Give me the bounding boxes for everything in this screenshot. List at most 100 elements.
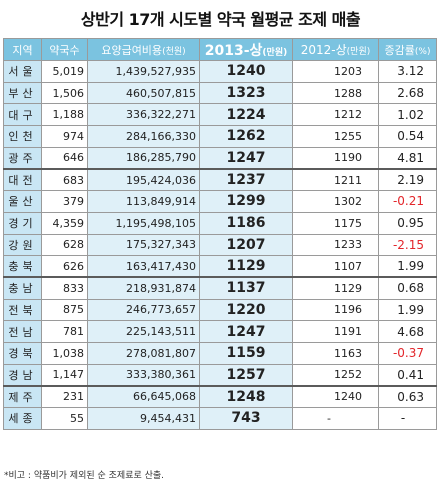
cell-change: 0.95 (378, 211, 437, 235)
cell-region: 대구 (3, 103, 42, 127)
cell-benefit: 186,285,790 (87, 146, 200, 170)
cell-pharmacies: 231 (41, 384, 88, 408)
cell-change: 2.68 (378, 81, 437, 105)
cell-2012: 1163 (292, 341, 379, 365)
footnote: *비고 : 약품비가 제외된 순 조제료로 산출. (4, 471, 165, 481)
cell-2013: 1262 (199, 125, 293, 148)
cell-benefit: 284,166,330 (87, 125, 200, 148)
table-row: 경북 1,038 278,081,807 1159 1163 -0.37 (3, 341, 437, 365)
cell-2012: 1190 (292, 146, 379, 170)
cell-2013: 1237 (199, 167, 293, 192)
cell-2013: 1224 (199, 103, 293, 127)
cell-region: 경남 (3, 363, 42, 387)
table-row: 충북 626 163,417,430 1129 1107 1.99 (3, 255, 437, 278)
table-row: 경기 4,359 1,195,498,105 1186 1175 0.95 (3, 211, 437, 235)
cell-2013: 1220 (199, 298, 293, 322)
header-benefit: 요양급여비용(천원) (87, 38, 200, 61)
cell-region: 서울 (3, 60, 42, 83)
cell-benefit: 1,195,498,105 (87, 211, 200, 235)
table-row: 광주 646 186,285,790 1247 1190 4.81 (3, 146, 437, 170)
cell-benefit: 336,322,271 (87, 103, 200, 127)
cell-2013: 1247 (199, 320, 293, 343)
cell-change: -0.21 (378, 190, 437, 213)
cell-2012: 1191 (292, 320, 379, 343)
cell-change: 2.19 (378, 167, 437, 192)
cell-pharmacies: 1,188 (41, 103, 88, 127)
cell-2012: 1196 (292, 298, 379, 322)
cell-change: -0.37 (378, 341, 437, 365)
cell-2012: - (292, 407, 379, 430)
cell-change: 1.02 (378, 103, 437, 127)
cell-2012: 1252 (292, 363, 379, 387)
table-row: 제주 231 66,645,068 1248 1240 0.63 (3, 384, 437, 408)
cell-pharmacies: 1,147 (41, 363, 88, 387)
cell-pharmacies: 5,019 (41, 60, 88, 83)
cell-change: 4.68 (378, 320, 437, 343)
cell-pharmacies: 55 (41, 407, 88, 430)
cell-pharmacies: 626 (41, 255, 88, 278)
cell-region: 경북 (3, 341, 42, 365)
header-2012: 2012-상(만원) (292, 38, 379, 61)
cell-region: 대전 (3, 167, 42, 192)
cell-benefit: 175,327,343 (87, 233, 200, 257)
cell-benefit: 278,081,807 (87, 341, 200, 365)
cell-2012: 1233 (292, 233, 379, 257)
cell-2012: 1302 (292, 190, 379, 213)
cell-benefit: 9,454,431 (87, 407, 200, 430)
cell-pharmacies: 974 (41, 125, 88, 148)
cell-2012: 1107 (292, 255, 379, 278)
cell-change: 1.99 (378, 298, 437, 322)
cell-2012: 1240 (292, 384, 379, 408)
cell-2013: 1248 (199, 384, 293, 408)
table-row: 대전 683 195,424,036 1237 1211 2.19 (3, 167, 437, 192)
cell-pharmacies: 683 (41, 167, 88, 192)
cell-2012: 1288 (292, 81, 379, 105)
cell-2012: 1129 (292, 276, 379, 300)
cell-benefit: 195,424,036 (87, 167, 200, 192)
table-row: 부산 1,506 460,507,815 1323 1288 2.68 (3, 81, 437, 105)
cell-2013: 1186 (199, 211, 293, 235)
cell-benefit: 113,849,914 (87, 190, 200, 213)
cell-change: 0.68 (378, 276, 437, 300)
cell-2013: 1240 (199, 60, 293, 83)
cell-change: 4.81 (378, 146, 437, 170)
cell-pharmacies: 1,038 (41, 341, 88, 365)
cell-change: - (378, 407, 437, 430)
header-change: 증감률(%) (378, 38, 437, 61)
table-row: 충남 833 218,931,874 1137 1129 0.68 (3, 276, 437, 300)
table-row: 경남 1,147 333,380,361 1257 1252 0.41 (3, 363, 437, 387)
cell-pharmacies: 628 (41, 233, 88, 257)
cell-region: 광주 (3, 146, 42, 170)
cell-2013: 1159 (199, 341, 293, 365)
cell-2012: 1203 (292, 60, 379, 83)
cell-pharmacies: 781 (41, 320, 88, 343)
cell-change: 0.63 (378, 384, 437, 408)
cell-benefit: 218,931,874 (87, 276, 200, 300)
cell-2012: 1211 (292, 167, 379, 192)
table-row: 강원 628 175,327,343 1207 1233 -2.15 (3, 233, 437, 257)
table-row: 인천 974 284,166,330 1262 1255 0.54 (3, 125, 437, 148)
cell-region: 충북 (3, 255, 42, 278)
cell-2013: 1247 (199, 146, 293, 170)
table-row: 울산 379 113,849,914 1299 1302 -0.21 (3, 190, 437, 213)
cell-region: 전북 (3, 298, 42, 322)
cell-2013: 1129 (199, 255, 293, 278)
cell-region: 세종 (3, 407, 42, 430)
cell-benefit: 1,439,527,935 (87, 60, 200, 83)
table-header-row: 지역 약국수 요양급여비용(천원) 2013-상(만원) 2012-상(만원) … (3, 38, 437, 61)
cell-pharmacies: 1,506 (41, 81, 88, 105)
cell-pharmacies: 4,359 (41, 211, 88, 235)
cell-region: 울산 (3, 190, 42, 213)
cell-region: 강원 (3, 233, 42, 257)
header-region: 지역 (3, 38, 42, 61)
table-body: 서울 5,019 1,439,527,935 1240 1203 3.12 부산 1,506 4… (3, 60, 437, 430)
cell-benefit: 163,417,430 (87, 255, 200, 278)
table-row: 전북 875 246,773,657 1220 1196 1.99 (3, 298, 437, 322)
cell-benefit: 246,773,657 (87, 298, 200, 322)
pharmacy-sales-table: 지역 약국수 요양급여비용(천원) 2013-상(만원) 2012-상(만원) … (3, 38, 437, 430)
cell-pharmacies: 646 (41, 146, 88, 170)
cell-region: 충남 (3, 276, 42, 300)
cell-2013: 1323 (199, 81, 293, 105)
cell-benefit: 225,143,511 (87, 320, 200, 343)
cell-benefit: 460,507,815 (87, 81, 200, 105)
